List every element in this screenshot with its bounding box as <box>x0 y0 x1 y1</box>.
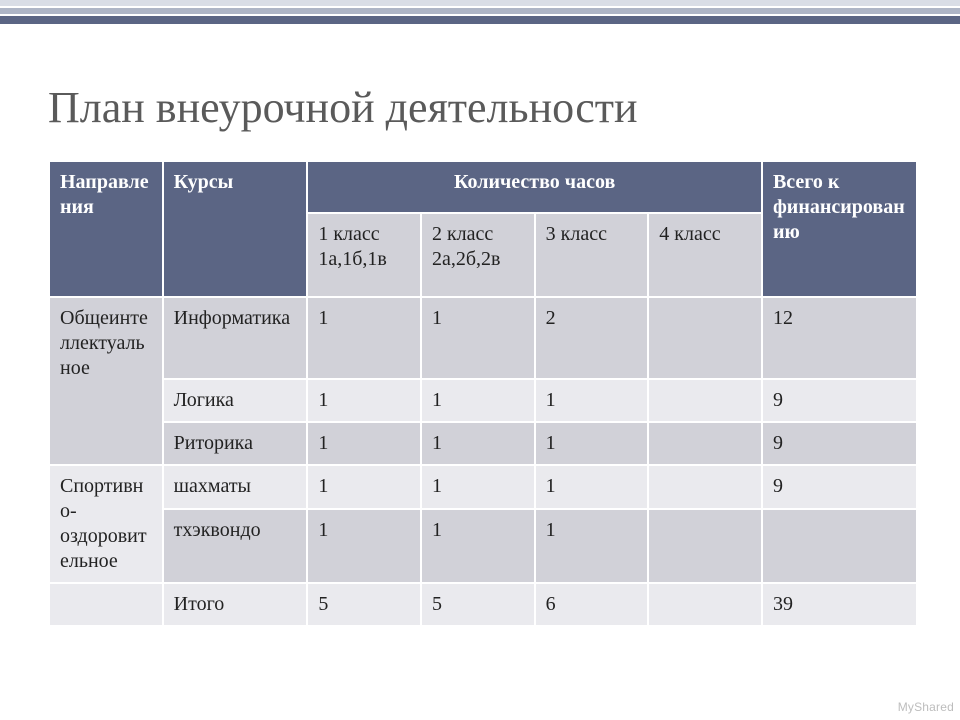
curriculum-table: Направления Курсы Количество часов Всего… <box>48 160 918 627</box>
decorative-top-stripes <box>0 0 960 36</box>
col-class4: 4 класс <box>648 213 762 297</box>
total-cell: 12 <box>762 297 917 379</box>
col-total: Всего к финансированию <box>762 161 917 297</box>
class3-cell: 2 <box>535 297 649 379</box>
class2-cell: 1 <box>421 297 535 379</box>
class1-cell: 1 <box>307 465 421 509</box>
class3-cell: 1 <box>535 379 649 422</box>
course-cell: шахматы <box>163 465 308 509</box>
col-class2: 2 класс 2а,2б,2в <box>421 213 535 297</box>
class4-cell <box>648 422 762 465</box>
course-cell: Информатика <box>163 297 308 379</box>
class4-cell <box>648 379 762 422</box>
class3-cell: 1 <box>535 422 649 465</box>
class1-cell: 1 <box>307 379 421 422</box>
course-cell: Логика <box>163 379 308 422</box>
class2-cell: 5 <box>421 583 535 626</box>
class3-cell: 6 <box>535 583 649 626</box>
total-cell: 9 <box>762 465 917 509</box>
col-class1: 1 класс 1а,1б,1в <box>307 213 421 297</box>
total-cell <box>762 509 917 583</box>
direction-cell: Спортивно-оздоровительное <box>49 465 163 583</box>
class2-cell: 1 <box>421 379 535 422</box>
course-cell: Итого <box>163 583 308 626</box>
course-cell: тхэквондо <box>163 509 308 583</box>
col-courses: Курсы <box>163 161 308 297</box>
stripe-dark <box>0 16 960 24</box>
class2-cell: 1 <box>421 465 535 509</box>
stripe-light <box>0 0 960 6</box>
total-cell: 9 <box>762 422 917 465</box>
class3-cell: 1 <box>535 465 649 509</box>
class1-cell: 1 <box>307 422 421 465</box>
class4-cell <box>648 465 762 509</box>
col-hours: Количество часов <box>307 161 762 213</box>
col-directions: Направления <box>49 161 163 297</box>
direction-cell: Общеинтеллектуальное <box>49 297 163 465</box>
total-cell: 39 <box>762 583 917 626</box>
class1-cell: 1 <box>307 297 421 379</box>
watermark: MyShared <box>898 700 954 714</box>
class1-cell: 1 <box>307 509 421 583</box>
class4-cell <box>648 583 762 626</box>
class2-cell: 1 <box>421 509 535 583</box>
class3-cell: 1 <box>535 509 649 583</box>
page-title: План внеурочной деятельности <box>48 82 638 133</box>
total-cell: 9 <box>762 379 917 422</box>
direction-cell <box>49 583 163 626</box>
course-cell: Риторика <box>163 422 308 465</box>
class1-cell: 5 <box>307 583 421 626</box>
class2-cell: 1 <box>421 422 535 465</box>
col-class3: 3 класс <box>535 213 649 297</box>
class4-cell <box>648 297 762 379</box>
class4-cell <box>648 509 762 583</box>
stripe-mid <box>0 8 960 14</box>
